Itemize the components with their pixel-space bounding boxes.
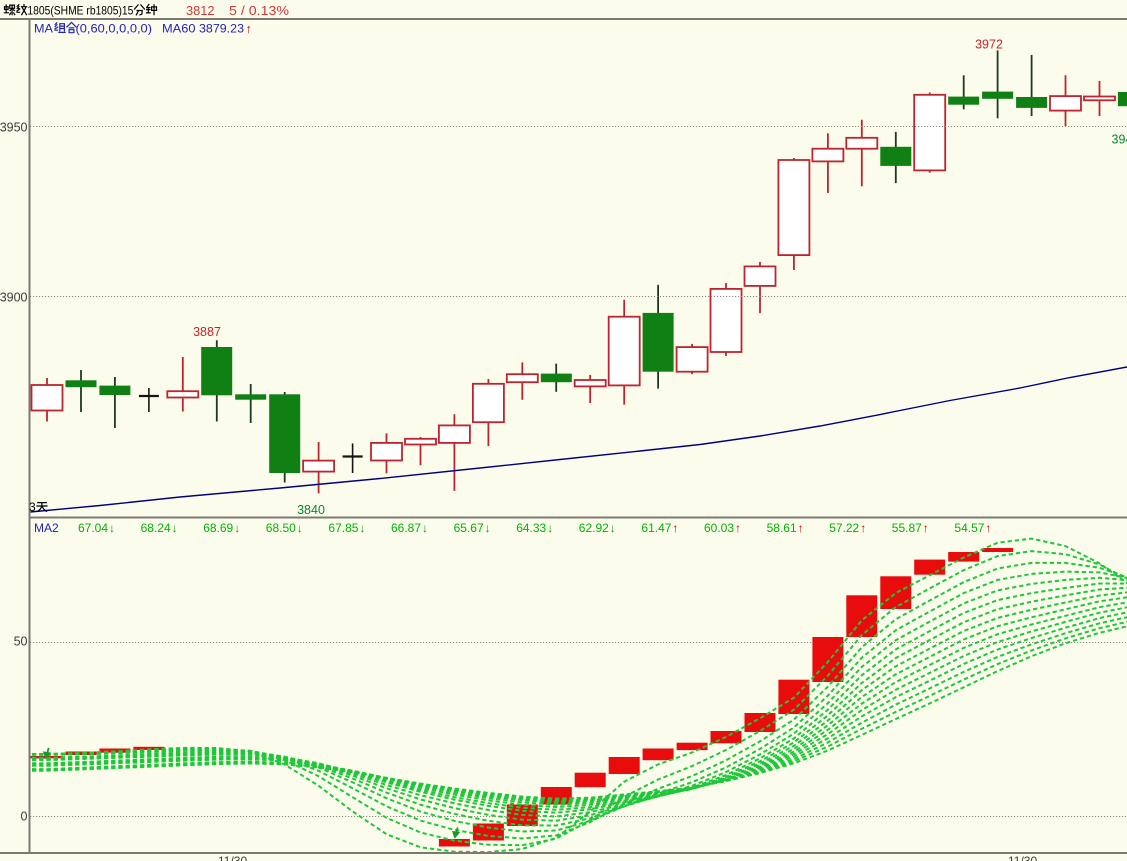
svg-text:MA2: MA2 [34,521,59,535]
svg-text:↑: ↑ [798,521,804,535]
svg-text:3879.23: 3879.23 [199,22,244,36]
svg-text:3: 3 [29,500,36,514]
svg-text:68.69: 68.69 [203,521,233,535]
svg-text:68.50: 68.50 [266,521,296,535]
svg-text:3972: 3972 [975,38,1003,52]
svg-text:3900: 3900 [0,291,28,305]
svg-text:3940: 3940 [1112,133,1127,147]
svg-text:↓: ↓ [172,521,178,535]
svg-text:57.22: 57.22 [829,521,859,535]
svg-text:60.03: 60.03 [704,521,734,535]
svg-text:MA: MA [34,22,53,36]
svg-text:66.87: 66.87 [391,521,421,535]
svg-text:64.33: 64.33 [516,521,546,535]
svg-text:↓: ↓ [485,521,491,535]
svg-text:↓: ↓ [610,521,616,535]
svg-text:5 / 0.13%: 5 / 0.13% [229,3,289,18]
svg-text:(0,60,0,0,0,0): (0,60,0,0,0,0) [76,22,153,36]
svg-text:11/30: 11/30 [218,854,247,861]
svg-text:↓: ↓ [547,521,553,535]
svg-text:58.61: 58.61 [767,521,797,535]
svg-text:↓: ↓ [422,521,428,535]
svg-text:54.57: 54.57 [954,521,984,535]
svg-text:11/30: 11/30 [1008,854,1037,861]
svg-text:3840: 3840 [297,503,325,517]
svg-text:↑: ↑ [985,521,991,535]
svg-text:↑: ↑ [735,521,741,535]
svg-text:67.85: 67.85 [328,521,358,535]
svg-text:55.87: 55.87 [892,521,922,535]
svg-text:↓: ↓ [359,521,365,535]
svg-text:↓: ↓ [109,521,115,535]
svg-text:50: 50 [14,635,28,649]
svg-text:3812: 3812 [186,3,215,18]
svg-text:67.04: 67.04 [78,521,108,535]
svg-text:↓: ↓ [297,521,303,535]
svg-text:MA60: MA60 [162,22,196,36]
svg-text:0: 0 [21,810,28,824]
svg-text:↓: ↓ [234,521,240,535]
svg-text:↑: ↑ [923,521,929,535]
svg-text:1805(SHME rb1805)15: 1805(SHME rb1805)15 [27,4,133,18]
svg-text:62.92: 62.92 [579,521,609,535]
svg-text:61.47: 61.47 [641,521,671,535]
svg-text:↑: ↑ [672,521,678,535]
svg-text:3950: 3950 [0,121,28,135]
svg-text:↑: ↑ [860,521,866,535]
svg-text:65.67: 65.67 [454,521,484,535]
svg-text:3887: 3887 [193,325,221,339]
svg-text:↑: ↑ [246,22,252,36]
svg-text:68.24: 68.24 [141,521,171,535]
